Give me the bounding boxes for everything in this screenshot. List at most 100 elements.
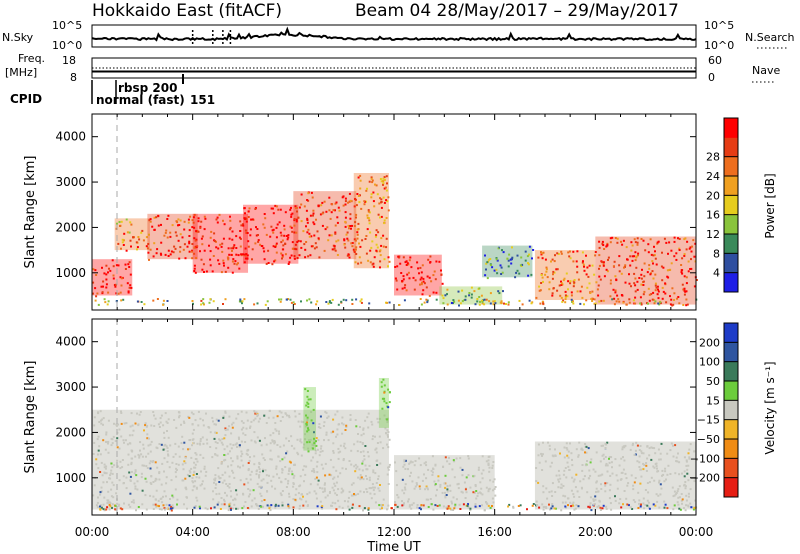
echo-cell [322,490,325,493]
echo-cell [379,197,381,200]
echo-cell [293,219,296,222]
echo-cell [423,473,425,476]
echo-cell [215,218,218,221]
echo-cell [243,261,246,264]
echo-cell [496,272,499,275]
echo-cell [636,460,639,463]
echo-cell [368,302,371,305]
echo-cell [601,261,604,264]
echo-cell [158,443,161,445]
echo-cell [266,490,269,493]
echo-cell [380,237,383,240]
echo-cell [105,286,108,289]
echo-cell [227,465,229,468]
echo-cell [586,460,588,462]
echo-cell [263,213,266,215]
echo-cell [193,270,196,272]
echo-cell [380,198,383,201]
echo-cell [493,487,496,490]
echo-cell [598,246,601,249]
echo-cell [683,475,686,478]
echo-cell [260,485,263,488]
echo-cell [382,447,385,450]
echo-cell [578,441,581,444]
echo-cell [269,505,272,508]
echo-cell [140,476,143,479]
echo-cell [184,486,187,489]
echo-cell [487,488,490,491]
echo-cell [183,422,186,424]
echo-cell [167,249,170,252]
echo-cell [240,459,243,462]
echo-cell [365,235,368,237]
echo-cell [532,249,535,251]
echo-cell [137,506,140,508]
echo-cell [325,411,328,414]
cpid-label: CPID [10,92,42,106]
echo-cell [298,206,301,209]
echo-cell [464,497,467,499]
echo-cell [628,282,631,285]
echo-cell [268,409,271,412]
echo-cell [612,265,615,268]
echo-cell [218,213,221,216]
echo-cell [171,504,174,507]
echo-cell [386,421,389,424]
echo-cell [100,486,103,489]
echo-cell [263,226,266,229]
echo-cell [269,458,272,461]
echo-cell [646,504,649,507]
echo-cell [519,264,522,267]
echo-cell [432,291,435,294]
echo-cell [248,459,251,462]
echo-cell [483,303,486,306]
echo-cell [288,414,290,417]
echo-cell [99,453,102,456]
echo-cell [220,245,223,248]
echo-cell [167,255,170,257]
echo-cell [203,215,206,218]
echo-cell [350,483,353,486]
echo-cell [360,207,363,210]
echo-cell [558,474,561,477]
echo-cell [383,176,386,179]
echo-cell [660,442,663,445]
echo-cell [616,487,619,490]
echo-cell [268,505,271,508]
echo-cell [488,466,491,469]
echo-cell [574,507,577,510]
echo-cell [237,507,239,510]
colorbar-segment [724,381,738,401]
colorbar-segment [724,195,738,216]
colorbar-tick-label: 200 [699,336,720,349]
echo-cell [119,507,122,510]
echo-cell [110,437,113,440]
echo-cell [654,289,657,292]
echo-cell [376,464,379,466]
echo-cell [195,476,198,479]
echo-cell [353,493,355,495]
echo-cell [203,465,206,468]
echo-cell [350,494,353,497]
echo-cell [407,271,410,274]
echo-cell [678,238,681,240]
echo-cell [420,303,423,306]
echo-cell [449,507,452,510]
echo-cell [257,240,260,243]
echo-cell [376,442,379,444]
echo-cell [338,209,341,212]
echo-cell [196,245,199,248]
echo-cell [508,503,511,506]
echo-cell [689,246,692,249]
echo-cell [239,298,242,301]
echo-cell [541,257,544,260]
echo-cell [493,269,496,272]
echo-cell [307,398,310,401]
echo-cell [149,494,152,497]
echo-cell [111,472,114,475]
echo-cell [125,249,128,252]
echo-cell [384,186,387,189]
echo-cell [670,249,673,252]
echo-cell [452,509,455,511]
colorbar-tick-label: 100 [699,356,720,369]
